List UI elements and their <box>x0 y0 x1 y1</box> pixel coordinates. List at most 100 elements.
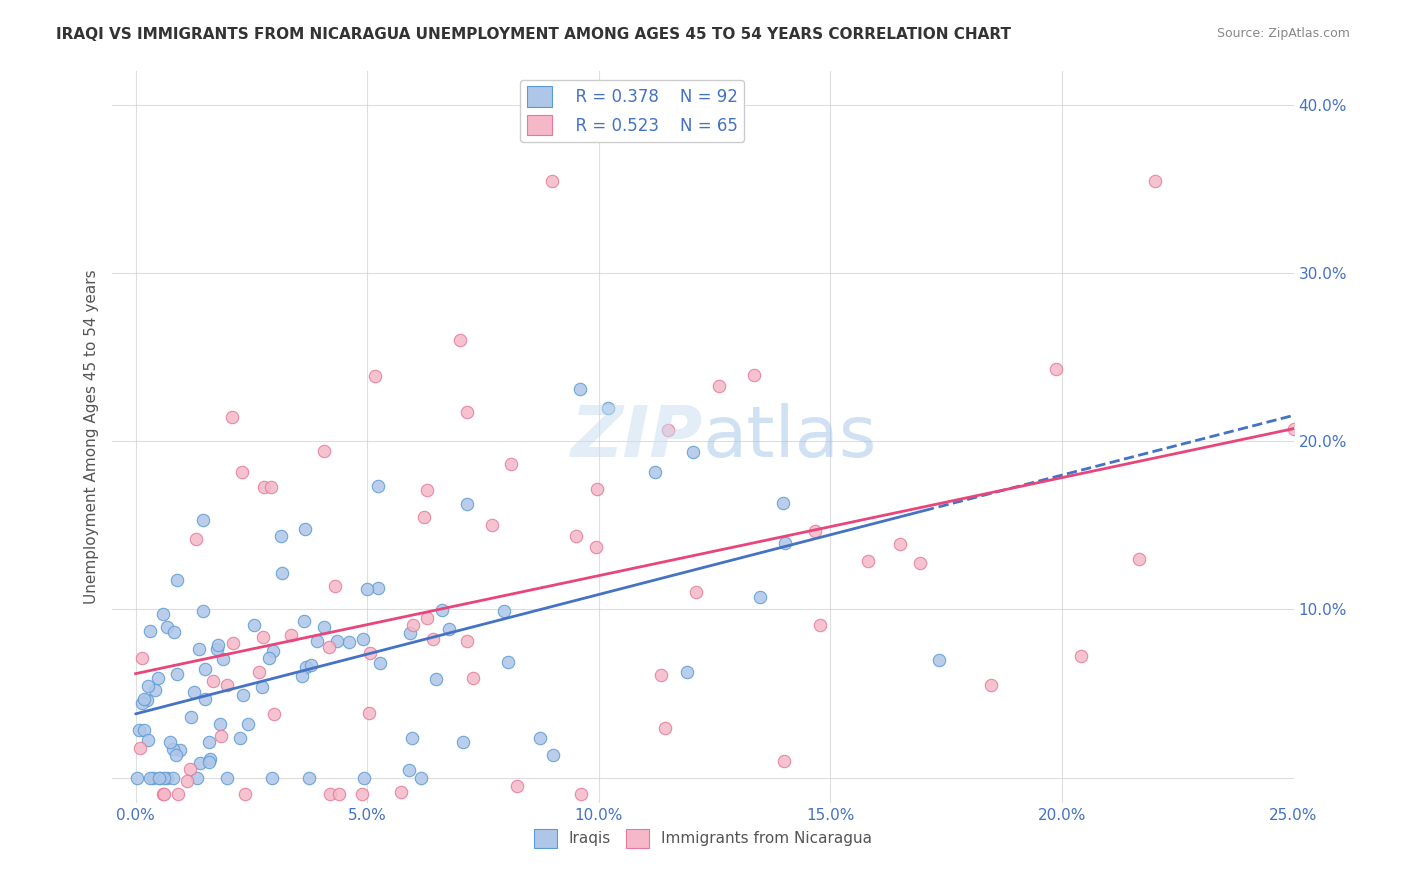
Point <box>402 618 425 632</box>
Point <box>368 657 391 671</box>
Point <box>221 409 243 424</box>
Point <box>398 625 420 640</box>
Point <box>596 401 619 416</box>
Point <box>889 537 911 551</box>
Point <box>162 771 184 785</box>
Legend: Iraqis, Immigrants from Nicaragua: Iraqis, Immigrants from Nicaragua <box>527 822 879 854</box>
Point <box>271 566 294 581</box>
Point <box>156 620 179 634</box>
Point <box>148 771 170 785</box>
Point <box>252 680 274 694</box>
Point <box>176 774 198 789</box>
Point <box>149 771 172 785</box>
Point <box>148 671 170 685</box>
Point <box>162 625 184 640</box>
Text: atlas: atlas <box>703 402 877 472</box>
Text: ZIP: ZIP <box>571 402 703 472</box>
Point <box>143 683 166 698</box>
Point <box>139 624 162 639</box>
Point <box>585 541 607 555</box>
Point <box>773 754 796 768</box>
Point <box>197 755 219 769</box>
Point <box>259 651 281 665</box>
Point <box>359 646 381 660</box>
Point <box>153 788 176 802</box>
Point <box>650 668 672 682</box>
Point <box>409 771 432 785</box>
Point <box>389 784 412 798</box>
Point <box>291 668 314 682</box>
Point <box>134 723 156 738</box>
Point <box>125 771 148 785</box>
Point <box>270 529 292 543</box>
Point <box>675 665 697 679</box>
Point <box>773 536 796 550</box>
Point <box>541 174 564 188</box>
Point <box>142 771 165 785</box>
Point <box>280 627 302 641</box>
Point <box>1143 174 1166 188</box>
Point <box>209 716 232 731</box>
Point <box>129 740 152 755</box>
Point <box>451 735 474 749</box>
Point <box>294 614 316 628</box>
Point <box>804 524 827 539</box>
Point <box>499 457 522 471</box>
Point <box>749 590 772 604</box>
Point <box>135 693 157 707</box>
Point <box>318 640 340 654</box>
Point <box>198 751 221 765</box>
Point <box>367 479 389 493</box>
Point <box>506 779 529 793</box>
Point <box>197 735 219 749</box>
Point <box>456 634 478 648</box>
Point <box>180 710 202 724</box>
Point <box>295 659 318 673</box>
Point <box>136 679 159 693</box>
Point <box>165 747 187 762</box>
Point <box>541 748 564 763</box>
Point <box>416 483 439 497</box>
Point <box>908 556 931 570</box>
Point <box>136 732 159 747</box>
Point <box>184 532 207 546</box>
Point <box>430 602 453 616</box>
Point <box>456 497 478 511</box>
Point <box>928 653 950 667</box>
Point <box>209 729 232 743</box>
Point <box>682 445 704 459</box>
Point <box>565 529 588 543</box>
Point <box>496 655 519 669</box>
Point <box>191 513 214 527</box>
Point <box>337 635 360 649</box>
Point <box>298 771 321 785</box>
Point <box>1282 422 1305 436</box>
Point <box>260 480 283 494</box>
Point <box>260 771 283 785</box>
Point <box>1070 648 1092 663</box>
Point <box>263 706 285 721</box>
Point <box>685 584 707 599</box>
Point <box>243 617 266 632</box>
Point <box>231 465 253 479</box>
Point <box>217 678 239 692</box>
Point <box>492 604 515 618</box>
Point <box>207 638 229 652</box>
Point <box>152 607 174 621</box>
Point <box>319 788 342 802</box>
Point <box>194 692 217 706</box>
Point <box>186 771 208 785</box>
Point <box>856 554 879 568</box>
Point <box>326 633 349 648</box>
Point <box>202 674 225 689</box>
Point <box>294 522 316 536</box>
Point <box>179 762 201 776</box>
Point <box>229 731 252 746</box>
Point <box>772 496 794 510</box>
Point <box>253 480 276 494</box>
Point <box>416 610 439 624</box>
Y-axis label: Unemployment Among Ages 45 to 54 years: Unemployment Among Ages 45 to 54 years <box>83 269 98 605</box>
Point <box>644 466 666 480</box>
Point <box>707 378 730 392</box>
Point <box>742 368 765 382</box>
